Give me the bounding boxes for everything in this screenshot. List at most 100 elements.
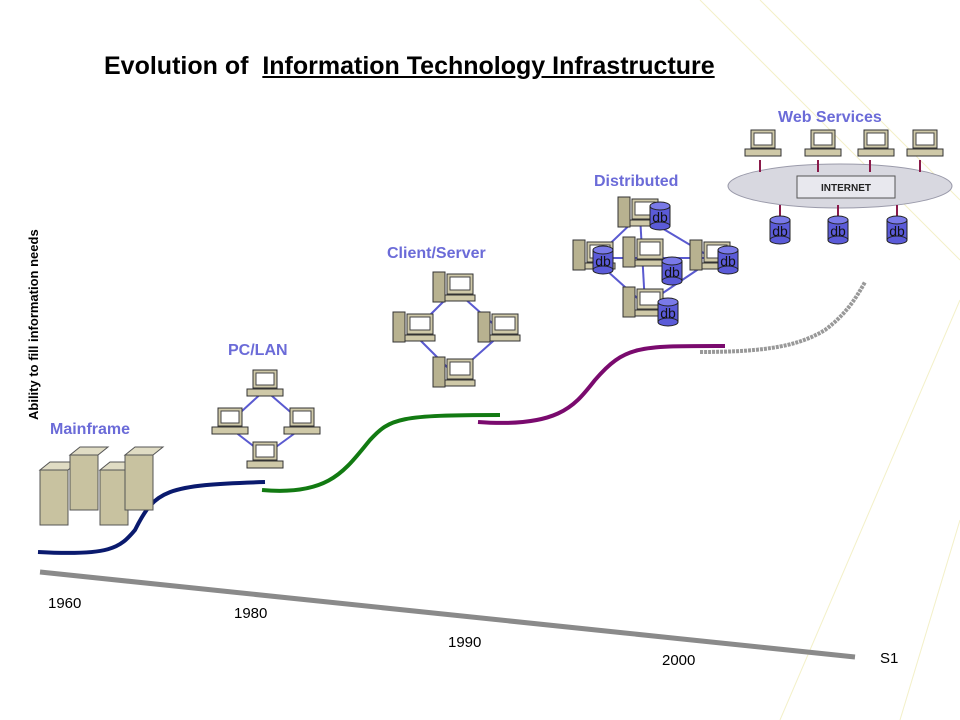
db-top bbox=[717, 245, 739, 255]
db-icon: db bbox=[717, 245, 739, 275]
screen bbox=[255, 444, 275, 458]
mainframe-top bbox=[68, 446, 110, 456]
db-label: db bbox=[830, 223, 846, 239]
web-curve bbox=[699, 281, 867, 354]
client-server-curve bbox=[261, 413, 501, 493]
db-top bbox=[592, 245, 614, 255]
computer-icon bbox=[246, 441, 284, 469]
tower bbox=[477, 311, 491, 343]
mainframe-cabinet bbox=[99, 469, 129, 526]
screen bbox=[255, 372, 275, 386]
computer-icon bbox=[283, 407, 321, 435]
keyboard bbox=[489, 334, 521, 342]
era-label: Web Services bbox=[778, 109, 882, 126]
screen bbox=[449, 276, 471, 291]
tower bbox=[689, 239, 703, 271]
db-label: db bbox=[889, 223, 905, 239]
server-icon bbox=[432, 356, 476, 388]
db-top bbox=[657, 297, 679, 307]
mainframe-cabinet bbox=[39, 469, 69, 526]
db-bottom bbox=[592, 265, 614, 275]
server-icon bbox=[477, 311, 521, 343]
internet-label: INTERNET bbox=[821, 183, 871, 194]
base bbox=[246, 460, 284, 469]
db-label: db bbox=[660, 305, 676, 321]
db-icon: db bbox=[592, 245, 614, 275]
server-icon bbox=[622, 236, 666, 268]
era-label: Client/Server bbox=[387, 245, 486, 262]
tower bbox=[572, 239, 586, 271]
computer-icon bbox=[804, 129, 842, 157]
computer-icon bbox=[857, 129, 895, 157]
year-label: 1980 bbox=[234, 605, 268, 622]
db-label: db bbox=[652, 209, 668, 225]
distributed-curve bbox=[477, 343, 726, 425]
computer-icon bbox=[211, 407, 249, 435]
keyboard bbox=[444, 379, 476, 387]
y-axis-label: Ability to fill information needs bbox=[26, 229, 41, 420]
db-bottom bbox=[657, 317, 679, 327]
year-label: 1990 bbox=[448, 634, 482, 651]
computer-icon bbox=[246, 369, 284, 397]
db-icon: db bbox=[649, 201, 671, 231]
year-label: 1960 bbox=[48, 595, 82, 612]
screen bbox=[639, 241, 661, 256]
mainframe-curve bbox=[37, 480, 266, 556]
web-arrows bbox=[759, 160, 921, 218]
db-bottom bbox=[886, 235, 908, 245]
server-icon bbox=[392, 311, 436, 343]
server-icon bbox=[432, 271, 476, 303]
mainframe-cabinet bbox=[124, 454, 154, 511]
db-bottom bbox=[661, 276, 683, 286]
base bbox=[804, 148, 842, 157]
screen bbox=[639, 291, 661, 306]
background-lines bbox=[699, 0, 960, 720]
keyboard bbox=[404, 334, 436, 342]
db-bottom bbox=[649, 221, 671, 231]
db-label: db bbox=[595, 253, 611, 269]
title: Evolution of Information Technology Infr… bbox=[104, 52, 715, 81]
db-icon: db bbox=[769, 215, 791, 245]
year-label: 2000 bbox=[662, 652, 696, 669]
screen bbox=[866, 132, 886, 146]
tower bbox=[432, 271, 446, 303]
base bbox=[246, 388, 284, 397]
keyboard bbox=[444, 294, 476, 302]
db-top bbox=[827, 215, 849, 225]
screen bbox=[915, 132, 935, 146]
screen bbox=[292, 410, 312, 424]
db-bottom bbox=[769, 235, 791, 245]
db-bottom bbox=[827, 235, 849, 245]
db-icon: db bbox=[886, 215, 908, 245]
server-icon bbox=[622, 286, 666, 318]
db-icon: db bbox=[661, 256, 683, 286]
base bbox=[857, 148, 895, 157]
era-label: Distributed bbox=[594, 173, 679, 190]
mainframe-cabinet bbox=[69, 454, 99, 511]
db-label: db bbox=[720, 253, 736, 269]
era-label: PC/LAN bbox=[228, 342, 288, 359]
db-top bbox=[661, 256, 683, 266]
db-top bbox=[769, 215, 791, 225]
tower bbox=[622, 236, 636, 268]
screen bbox=[409, 316, 431, 331]
tower bbox=[622, 286, 636, 318]
era-label: Mainframe bbox=[50, 421, 131, 438]
db-label: db bbox=[772, 223, 788, 239]
base bbox=[211, 426, 249, 435]
db-top bbox=[886, 215, 908, 225]
db-top bbox=[649, 201, 671, 211]
db-label: db bbox=[664, 264, 680, 280]
end-label: S1 bbox=[880, 650, 899, 667]
screen bbox=[753, 132, 773, 146]
title-lead: Evolution of bbox=[104, 52, 249, 80]
screen bbox=[813, 132, 833, 146]
keyboard bbox=[634, 259, 666, 267]
computer-icon bbox=[744, 129, 782, 157]
screen bbox=[220, 410, 240, 424]
base bbox=[906, 148, 944, 157]
screen bbox=[449, 361, 471, 376]
mainframe-top bbox=[123, 446, 165, 456]
